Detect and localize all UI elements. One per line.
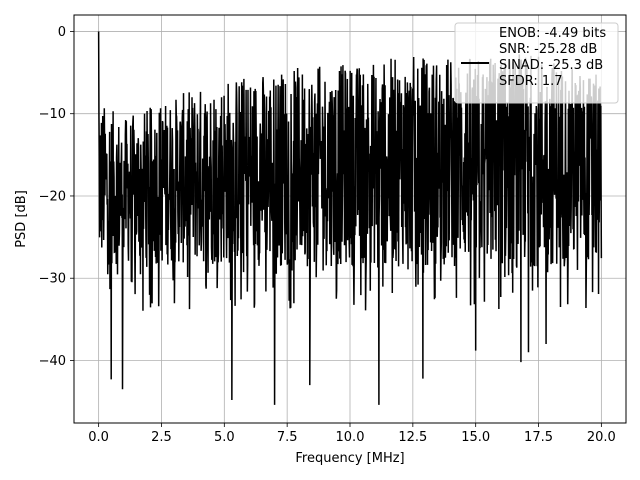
legend-entry-line: SINAD: -25.3 dB bbox=[499, 58, 603, 73]
x-tick-label: 2.5 bbox=[151, 430, 172, 445]
x-axis: 0.0 2.5 5.0 7.5 10.0 12.5 15.0 17.5 20.0 bbox=[88, 423, 616, 445]
y-tick-label: −20 bbox=[39, 189, 66, 204]
y-tick-label: −40 bbox=[39, 354, 66, 369]
x-axis-label: Frequency [MHz] bbox=[295, 451, 404, 466]
y-tick-label: −10 bbox=[39, 107, 66, 122]
legend-box bbox=[454, 22, 619, 104]
x-tick-label: 12.5 bbox=[398, 430, 427, 445]
legend-entry-line: SNR: -25.28 dB bbox=[499, 42, 597, 57]
y-tick-label: 0 bbox=[58, 25, 66, 40]
x-tick-label: 10.0 bbox=[336, 430, 365, 445]
x-tick-label: 15.0 bbox=[461, 430, 490, 445]
x-tick-label: 0.0 bbox=[88, 430, 109, 445]
y-tick-label: −30 bbox=[39, 272, 66, 287]
y-axis: 0 −10 −20 −30 −40 bbox=[39, 25, 74, 369]
x-tick-label: 17.5 bbox=[524, 430, 553, 445]
psd-series-line bbox=[97, 31, 603, 405]
x-tick-label: 7.5 bbox=[277, 430, 298, 445]
x-tick-label: 5.0 bbox=[214, 430, 235, 445]
x-tick-label: 20.0 bbox=[587, 430, 616, 445]
legend-entry-line: SFDR: 1.7 bbox=[499, 74, 563, 89]
legend-entry-line: ENOB: -4.49 bits bbox=[499, 26, 606, 41]
series-layer bbox=[97, 31, 603, 405]
y-axis-label: PSD [dB] bbox=[14, 190, 29, 248]
